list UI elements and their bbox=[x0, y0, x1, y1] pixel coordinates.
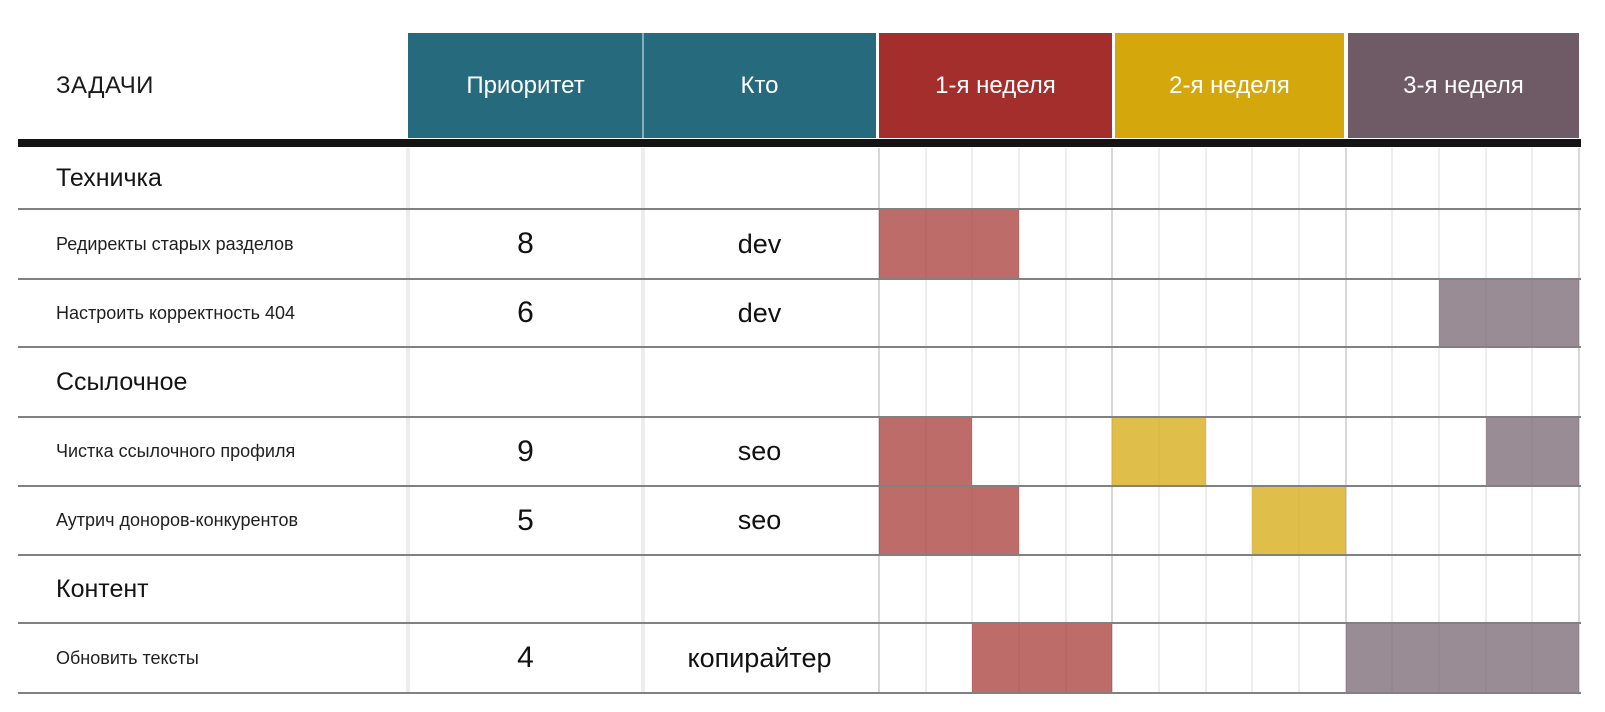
task-row-label: Обновить тексты bbox=[56, 648, 199, 668]
gantt-bar-week1 bbox=[879, 208, 1019, 280]
tasks-column-header: ЗАДАЧИ bbox=[56, 72, 154, 99]
column-divider bbox=[641, 148, 645, 693]
row-separator bbox=[18, 346, 1581, 348]
priority-value: 4 bbox=[517, 641, 534, 674]
task-row-label: Чистка ссылочного профиля bbox=[56, 441, 296, 461]
section-row-label: Ссылочное bbox=[56, 368, 188, 396]
priority-value: 8 bbox=[517, 227, 534, 260]
header-column-divider bbox=[642, 33, 644, 138]
day-grid-line bbox=[1018, 148, 1020, 693]
row-separator bbox=[18, 278, 1581, 280]
row-separator bbox=[18, 485, 1581, 487]
gantt-bar-week1 bbox=[879, 416, 973, 487]
priority-value: 9 bbox=[517, 435, 534, 468]
gantt-bar-week1 bbox=[879, 485, 1019, 556]
gantt-bar-week3 bbox=[1485, 416, 1579, 487]
row-separator bbox=[18, 208, 1581, 210]
day-grid-line bbox=[971, 148, 974, 693]
week-3-header-label: 3-я неделя bbox=[1403, 72, 1524, 99]
assignee-value: seo bbox=[737, 436, 782, 466]
task-row-label: Настроить корректность 404 bbox=[56, 303, 296, 323]
row-separator bbox=[18, 554, 1581, 556]
header-underline-rule bbox=[18, 139, 1581, 147]
day-grid-line bbox=[1251, 148, 1254, 693]
row-separator bbox=[18, 692, 1581, 694]
gantt-bar-week3 bbox=[1345, 622, 1579, 694]
assignee-value: dev bbox=[737, 298, 782, 328]
gantt-bar-week1 bbox=[972, 622, 1113, 694]
column-divider bbox=[406, 148, 410, 693]
section-row-label: Техничка bbox=[56, 164, 162, 192]
meta-columns-header-band: Приоритет Кто bbox=[408, 33, 876, 138]
week-2-header: 2-я неделя bbox=[1115, 33, 1344, 138]
week-1-header-label: 1-я неделя bbox=[935, 72, 1056, 99]
row-separator bbox=[18, 416, 1581, 418]
task-row-label: Редиректы старых разделов bbox=[56, 234, 294, 254]
gantt-bar-week2 bbox=[1112, 416, 1206, 487]
section-row-label: Контент bbox=[56, 575, 149, 603]
day-grid-line bbox=[1391, 148, 1394, 693]
gantt-bar-week2 bbox=[1252, 485, 1346, 556]
week-grid-line bbox=[1344, 148, 1347, 693]
row-separator bbox=[18, 622, 1581, 624]
assignee-value: копирайтер bbox=[687, 643, 832, 673]
day-grid-line bbox=[1298, 148, 1300, 693]
assignee-value: dev bbox=[737, 229, 782, 259]
day-grid-line bbox=[1204, 148, 1207, 693]
who-column-header: Кто bbox=[740, 72, 779, 99]
priority-value: 5 bbox=[517, 504, 534, 537]
priority-value: 6 bbox=[517, 296, 534, 329]
week-grid-line bbox=[1578, 148, 1580, 693]
priority-column-header: Приоритет bbox=[466, 72, 585, 99]
week-2-header-label: 2-я неделя bbox=[1169, 72, 1290, 99]
gantt-bar-week3 bbox=[1439, 278, 1579, 348]
day-grid-line bbox=[1438, 148, 1440, 693]
assignee-value: seo bbox=[737, 505, 782, 535]
week-1-header: 1-я неделя bbox=[879, 33, 1112, 138]
day-grid-line bbox=[1064, 148, 1067, 693]
week-3-header: 3-я неделя bbox=[1348, 33, 1579, 138]
task-row-label: Аутрич доноров-конкурентов bbox=[56, 510, 299, 530]
